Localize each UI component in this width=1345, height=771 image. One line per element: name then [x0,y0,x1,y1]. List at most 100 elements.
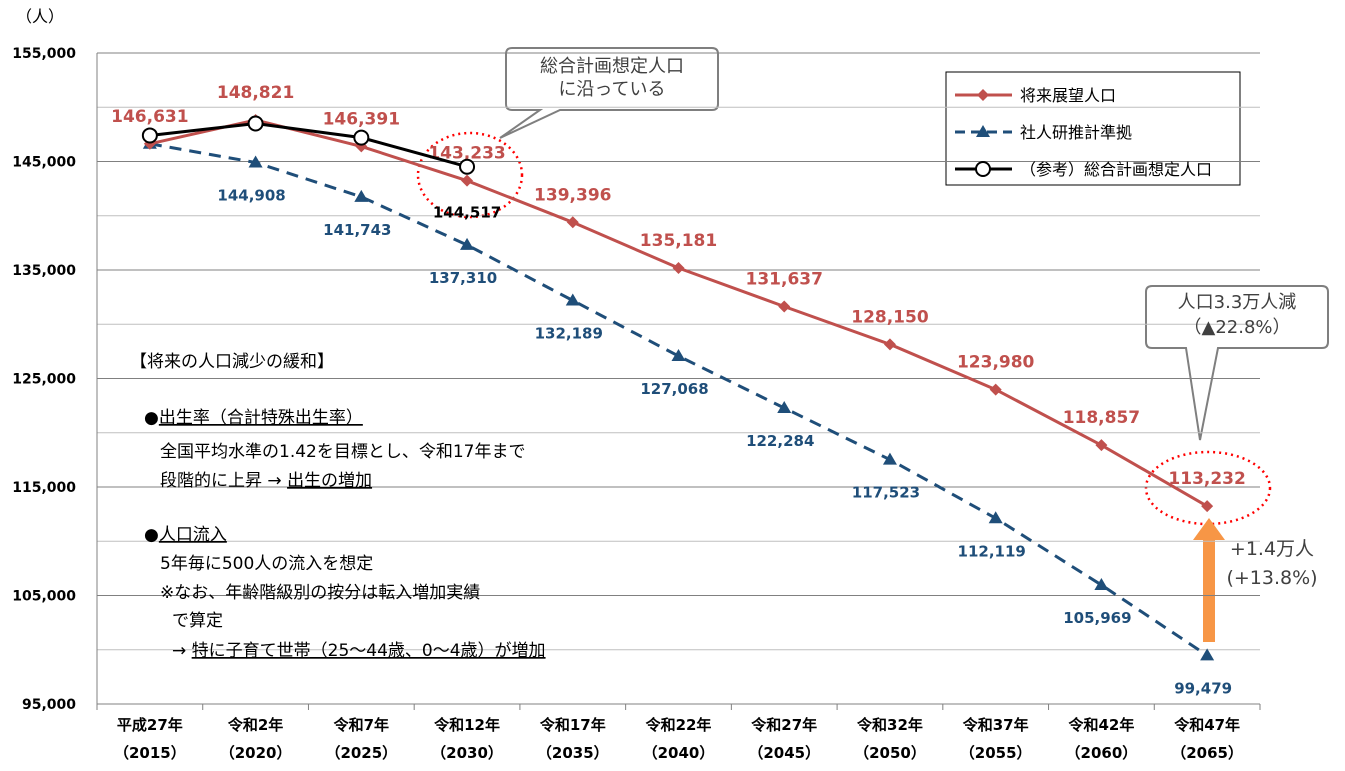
x-tick-label: 令和42年 [1068,716,1134,734]
legend-marker [976,125,990,137]
data-point [778,300,791,313]
callout-box [499,47,719,139]
note-segment: 5年毎に500人の流入を想定 [160,554,373,574]
data-label: 112,119 [958,542,1026,560]
annotation: +1.4万人 [1230,538,1314,560]
note-segment: ● [144,525,159,545]
data-point [459,158,476,175]
data-point [353,129,370,146]
data-label: 141,743 [323,221,391,239]
x-tick-label: 令和37年 [963,716,1029,734]
x-tick-label: （2040） [643,744,715,762]
y-tick-label: 155,000 [12,46,76,62]
annotation: に沿っている [558,79,665,100]
data-label: 144,908 [217,186,285,204]
y-tick-label: 115,000 [12,480,76,496]
x-tick-label: （2050） [854,744,926,762]
note-text: で算定 [172,611,223,631]
data-point [988,511,1003,524]
note-text: ●人口流入 [144,525,227,545]
data-point [141,127,158,144]
y-tick-label: 95,000 [22,697,76,713]
note-text: → 特に子育て世帯（25～44歳、0～4歳）が増加 [172,641,546,661]
data-label: 137,310 [429,269,497,287]
legend-label: （参考）総合計画想定人口 [1020,160,1212,179]
increase-arrow [1193,518,1225,642]
y-tick-label: 105,000 [12,589,76,605]
x-tick-label: 令和47年 [1174,716,1240,734]
series-line [149,122,468,169]
data-point [1094,577,1109,590]
data-label: 131,637 [746,269,823,289]
note-segment: → [172,641,192,661]
x-tick-label: （2030） [431,744,503,762]
data-point [1095,439,1108,452]
legend-marker [975,161,991,177]
data-label: 99,479 [1174,679,1232,697]
note-segment: 出生率（合計特殊出生率） [159,408,363,428]
data-label: 122,284 [746,432,814,450]
data-point [565,293,580,306]
note-text: 段階的に上昇 → 出生の増加 [160,471,372,491]
data-label: 113,232 [1168,469,1245,489]
note-segment: 出生の増加 [287,471,372,491]
data-point [989,383,1002,396]
data-point [777,400,792,413]
data-point [566,216,579,229]
data-label: 146,391 [323,109,400,129]
data-label: 132,189 [535,324,603,342]
note-text: 【将来の人口減少の緩和】 [130,352,334,372]
annotation: 人口3.3万人減 [1178,292,1297,313]
data-point [882,452,897,465]
note-segment: ※なお、年齢階級別の按分は転入増加実績 [160,583,480,603]
x-tick-label: （2020） [220,744,292,762]
x-tick-label: 平成27年 [117,716,183,734]
data-label: 139,396 [534,185,611,205]
data-label: 123,980 [957,353,1035,373]
data-point [1201,500,1214,513]
x-tick-label: （2015） [114,744,186,762]
data-point [671,349,686,362]
data-label: 118,857 [1063,408,1140,428]
series-line [149,142,1208,657]
data-point [354,189,369,202]
data-point [883,338,896,351]
x-tick-label: 令和32年 [857,716,923,734]
y-tick-label: 145,000 [12,155,76,171]
data-label: 135,181 [640,231,717,251]
x-tick-label: （2065） [1171,744,1243,762]
data-label: 105,969 [1063,609,1131,627]
highlight-ellipse [416,131,524,219]
x-tick-label: （2035） [537,744,609,762]
data-point [1200,648,1215,661]
note-segment: で算定 [172,611,223,631]
note-segment: ● [144,408,159,428]
annotation: （▲22.8%） [1183,317,1290,338]
legend-label: 将来展望人口 [1020,86,1116,105]
x-tick-label: 令和27年 [751,716,817,734]
x-tick-label: 令和2年 [228,716,283,734]
data-label: 144,517 [433,204,501,222]
annotation: (+13.8%) [1226,567,1317,589]
x-tick-label: 令和12年 [434,716,500,734]
legend-marker [977,89,989,101]
data-label: 128,150 [851,307,929,327]
x-tick-label: （2060） [1066,744,1138,762]
x-tick-label: （2025） [325,744,397,762]
note-segment: 段階的に上昇 → [160,471,287,491]
note-text: 5年毎に500人の流入を想定 [160,554,373,574]
note-text: ●出生率（合計特殊出生率） [144,408,363,428]
data-label: 127,068 [640,380,708,398]
data-label: 117,523 [852,484,920,502]
annotation: 総合計画想定人口 [540,56,684,77]
x-tick-label: 令和22年 [646,716,712,734]
data-point [248,155,263,168]
note-text: 全国平均水準の1.42を目標とし、令和17年まで [160,442,525,462]
data-point [247,115,264,132]
y-tick-label: 135,000 [12,263,76,279]
legend-label: 社人研推計準拠 [1020,123,1132,142]
data-point [460,237,475,250]
data-point [672,262,685,275]
